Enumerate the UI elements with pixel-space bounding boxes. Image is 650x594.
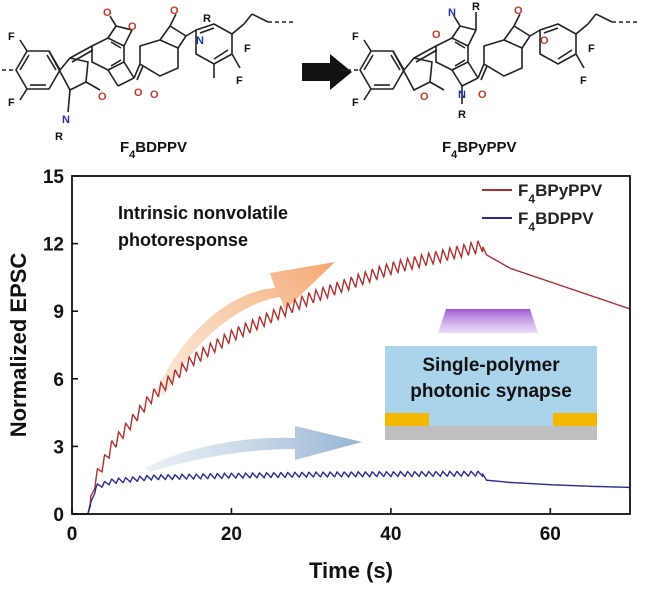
orange-trend-arrow [155,262,335,396]
nitrogen-atom: N [62,114,70,126]
fluorine-atom: F [244,43,251,55]
inset-line2: photonic synapse [410,381,572,402]
y-tick-label: 12 [43,235,64,256]
light-beam-icon [438,309,538,333]
fluorine-atom: F [352,97,359,109]
oxygen-atom: O [98,91,107,103]
x-axis-title: Time (s) [309,558,393,583]
annotation-line2: photoresponse [118,230,248,250]
oxygen-atom: O [134,87,143,99]
fluorine-atom: F [236,75,243,87]
oxygen-atom: O [150,89,159,101]
nitrogen-atom: N [448,7,456,19]
molecule-f4bpyppv [340,12,640,104]
inset-box [385,346,597,426]
oxygen-atom: O [420,91,429,103]
y-tick-label: 15 [43,167,65,188]
oxygen-atom: O [103,7,112,19]
x-tick-label: 60 [540,524,561,545]
y-axis-title: Normalized EPSC [6,253,31,438]
molecule-label-f4bpyppv: F4BPyPPV [442,139,517,161]
oxygen-atom: O [170,5,179,17]
inset-line1: Single-polymer [422,355,560,376]
x-tick-label: 20 [221,524,242,545]
electrode-left [385,413,429,426]
oxygen-atom: O [432,29,441,41]
alkyl-group: R [458,109,466,121]
molecule-label-f4bdppv: F4BDPPV [120,139,187,161]
fluorine-atom: F [8,31,15,43]
annotation-line1: Intrinsic nonvolatile [118,203,288,223]
alkyl-group: R [203,13,211,25]
fluorine-atom: F [8,97,15,109]
blue-trend-arrow [145,426,362,472]
fluorine-atom: F [588,43,595,55]
y-tick-label: 9 [53,302,64,323]
molecule-f4bpyppv-atoms: F F O O N R O N R O O F F [352,1,595,121]
series-line-f4bdppv [72,470,630,515]
legend-label-f4bdppv: F4BDPPV [518,209,594,234]
nitrogen-atom: N [196,35,204,47]
fluorine-atom: F [352,31,359,43]
oxygen-atom: O [514,5,523,17]
legend-label-f4bpyppv: F4BPyPPV [518,181,603,206]
legend: F4BPyPPV F4BDPPV [482,181,603,234]
y-tick-label: 6 [53,370,64,391]
molecule-f4bdppv [2,13,296,113]
inset-device: Single-polymer photonic synapse [385,309,597,440]
y-tick-label: 3 [53,437,64,458]
oxygen-atom: O [540,35,549,47]
fluorine-atom: F [580,75,587,87]
alkyl-group: R [472,1,480,13]
plot-frame [71,175,631,515]
axis-ticks: 0 20 40 60 0 3 6 9 12 15 [43,167,561,545]
electrode-right [553,413,597,426]
x-tick-label: 40 [380,524,401,545]
oxygen-atom: O [478,89,487,101]
y-tick-label: 0 [53,505,64,526]
molecule-f4bdppv-atoms: F F N R O O O O O O N R F F [8,5,251,143]
oxygen-atom: O [128,21,137,33]
series-line-f4bpyppv [72,239,631,515]
annotation: Intrinsic nonvolatile photoresponse [118,203,288,250]
substrate-layer [385,426,597,440]
alkyl-group: R [55,131,63,143]
nitrogen-atom: N [458,89,466,101]
plot-area [72,239,631,515]
x-tick-label: 0 [67,524,78,545]
arrow-icon [302,54,352,90]
